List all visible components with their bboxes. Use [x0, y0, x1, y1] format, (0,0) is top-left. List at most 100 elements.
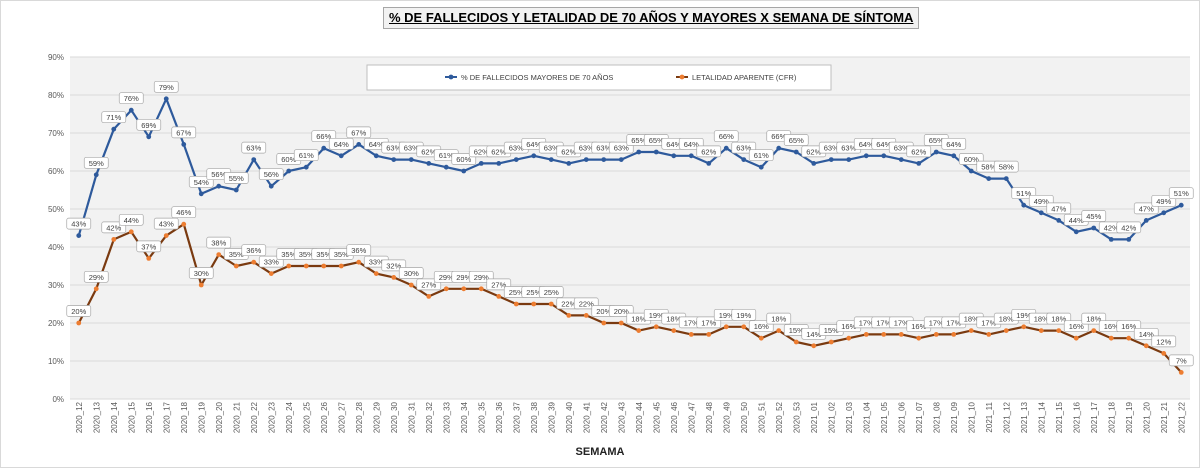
data-point [1021, 324, 1027, 330]
data-point [846, 335, 852, 341]
data-label-box [118, 92, 144, 105]
data-label-box [241, 141, 267, 154]
x-tick-label: 2020_16 [145, 401, 154, 433]
data-label-box [1168, 354, 1194, 367]
y-tick-label: 10% [48, 357, 64, 366]
data-point [478, 161, 484, 166]
data-label-text: 22% [561, 299, 576, 308]
data-label-text: 61% [299, 151, 314, 160]
data-point [986, 176, 992, 182]
data-point [268, 183, 274, 189]
data-point [933, 149, 939, 155]
data-label: 30% [398, 267, 424, 279]
x-tick-label: 2020_37 [512, 401, 521, 433]
data-label-box [136, 118, 162, 131]
x-tick-label: 2020_23 [267, 401, 276, 433]
data-label-text: 56% [211, 170, 226, 179]
data-label: 76% [118, 92, 144, 105]
legend-entry-1: % DE FALLECIDOS MAYORES DE 70 AÑOS [461, 73, 613, 82]
data-point [881, 153, 887, 159]
data-label-text: 64% [666, 140, 681, 149]
data-label-box [993, 160, 1019, 173]
data-label: 45% [1081, 210, 1107, 222]
data-label-text: 43% [159, 220, 174, 229]
data-label-text: 32% [386, 261, 401, 270]
x-tick-label: 2020_18 [180, 401, 189, 433]
data-label-text: 17% [946, 318, 961, 327]
data-label: 20% [66, 305, 92, 317]
data-point [1073, 335, 1079, 341]
data-point [566, 313, 572, 318]
data-point [146, 256, 152, 261]
data-label-box [223, 172, 249, 184]
data-point [828, 339, 834, 345]
data-label-text: 19% [736, 311, 751, 320]
x-tick-label: 2020_20 [215, 401, 224, 433]
data-label-text: 27% [421, 280, 436, 289]
x-tick-label: 2020_36 [495, 401, 504, 433]
data-label-text: 29% [474, 273, 489, 282]
x-tick-label: 2020_46 [670, 401, 679, 433]
data-point [268, 271, 274, 276]
data-label-text: 17% [929, 318, 944, 327]
data-point [601, 320, 607, 326]
data-label-text: 65% [929, 136, 944, 145]
x-tick-label: 2020_29 [372, 401, 381, 433]
data-point [233, 263, 239, 269]
data-label: 25% [538, 286, 564, 298]
data-point [898, 332, 904, 337]
data-label-text: 16% [754, 322, 769, 331]
data-label-box [941, 137, 967, 150]
data-label-box [66, 305, 92, 317]
x-tick-label: 2021_21 [1160, 401, 1169, 433]
data-label-text: 67% [351, 128, 366, 137]
data-point [251, 259, 257, 265]
data-label: 56% [258, 168, 284, 181]
data-label-text: 59% [89, 159, 104, 168]
x-tick-label: 2020_51 [757, 401, 766, 433]
data-point [216, 252, 222, 257]
data-label-box [171, 206, 197, 219]
data-point [1108, 237, 1114, 242]
data-point [583, 313, 589, 318]
x-tick-label: 2021_07 [915, 401, 924, 433]
data-label-text: 63% [596, 144, 611, 153]
data-label: 38% [206, 236, 232, 249]
data-point [461, 286, 467, 292]
x-tick-label: 2021_06 [897, 401, 906, 433]
y-tick-label: 50% [48, 205, 64, 214]
data-label: 29% [83, 270, 109, 283]
data-label: 65% [783, 134, 809, 146]
data-point [933, 332, 939, 337]
data-label: 22% [573, 297, 599, 310]
data-label-text: 61% [754, 151, 769, 160]
data-label: 61% [748, 149, 774, 162]
data-label: 69% [136, 118, 162, 131]
data-label-text: 49% [1156, 197, 1171, 206]
data-label-text: 67% [176, 128, 191, 137]
data-label-text: 65% [789, 136, 804, 145]
data-label-text: 12% [1156, 337, 1171, 346]
data-label-text: 58% [981, 163, 996, 172]
data-label-text: 63% [894, 144, 909, 153]
data-label-text: 19% [649, 311, 664, 320]
data-point [1161, 210, 1167, 216]
data-label-text: 16% [1069, 322, 1084, 331]
x-tick-label: 2021_09 [950, 401, 959, 433]
data-point [531, 301, 537, 307]
x-tick-label: 2021_14 [1037, 401, 1046, 433]
x-tick-label: 2020_40 [565, 401, 574, 433]
data-label-text: 18% [666, 315, 681, 324]
data-label-text: 30% [194, 269, 209, 278]
data-label-text: 25% [544, 288, 559, 297]
data-label-text: 17% [701, 318, 716, 327]
data-point [128, 107, 134, 113]
data-label-text: 29% [439, 273, 454, 282]
x-tick-label: 2021_17 [1090, 401, 1099, 433]
x-tick-label: 2020_22 [250, 401, 259, 433]
data-label-text: 64% [526, 140, 541, 149]
data-label-box [346, 126, 372, 139]
data-point [233, 187, 239, 193]
x-tick-label: 2020_25 [302, 401, 311, 433]
